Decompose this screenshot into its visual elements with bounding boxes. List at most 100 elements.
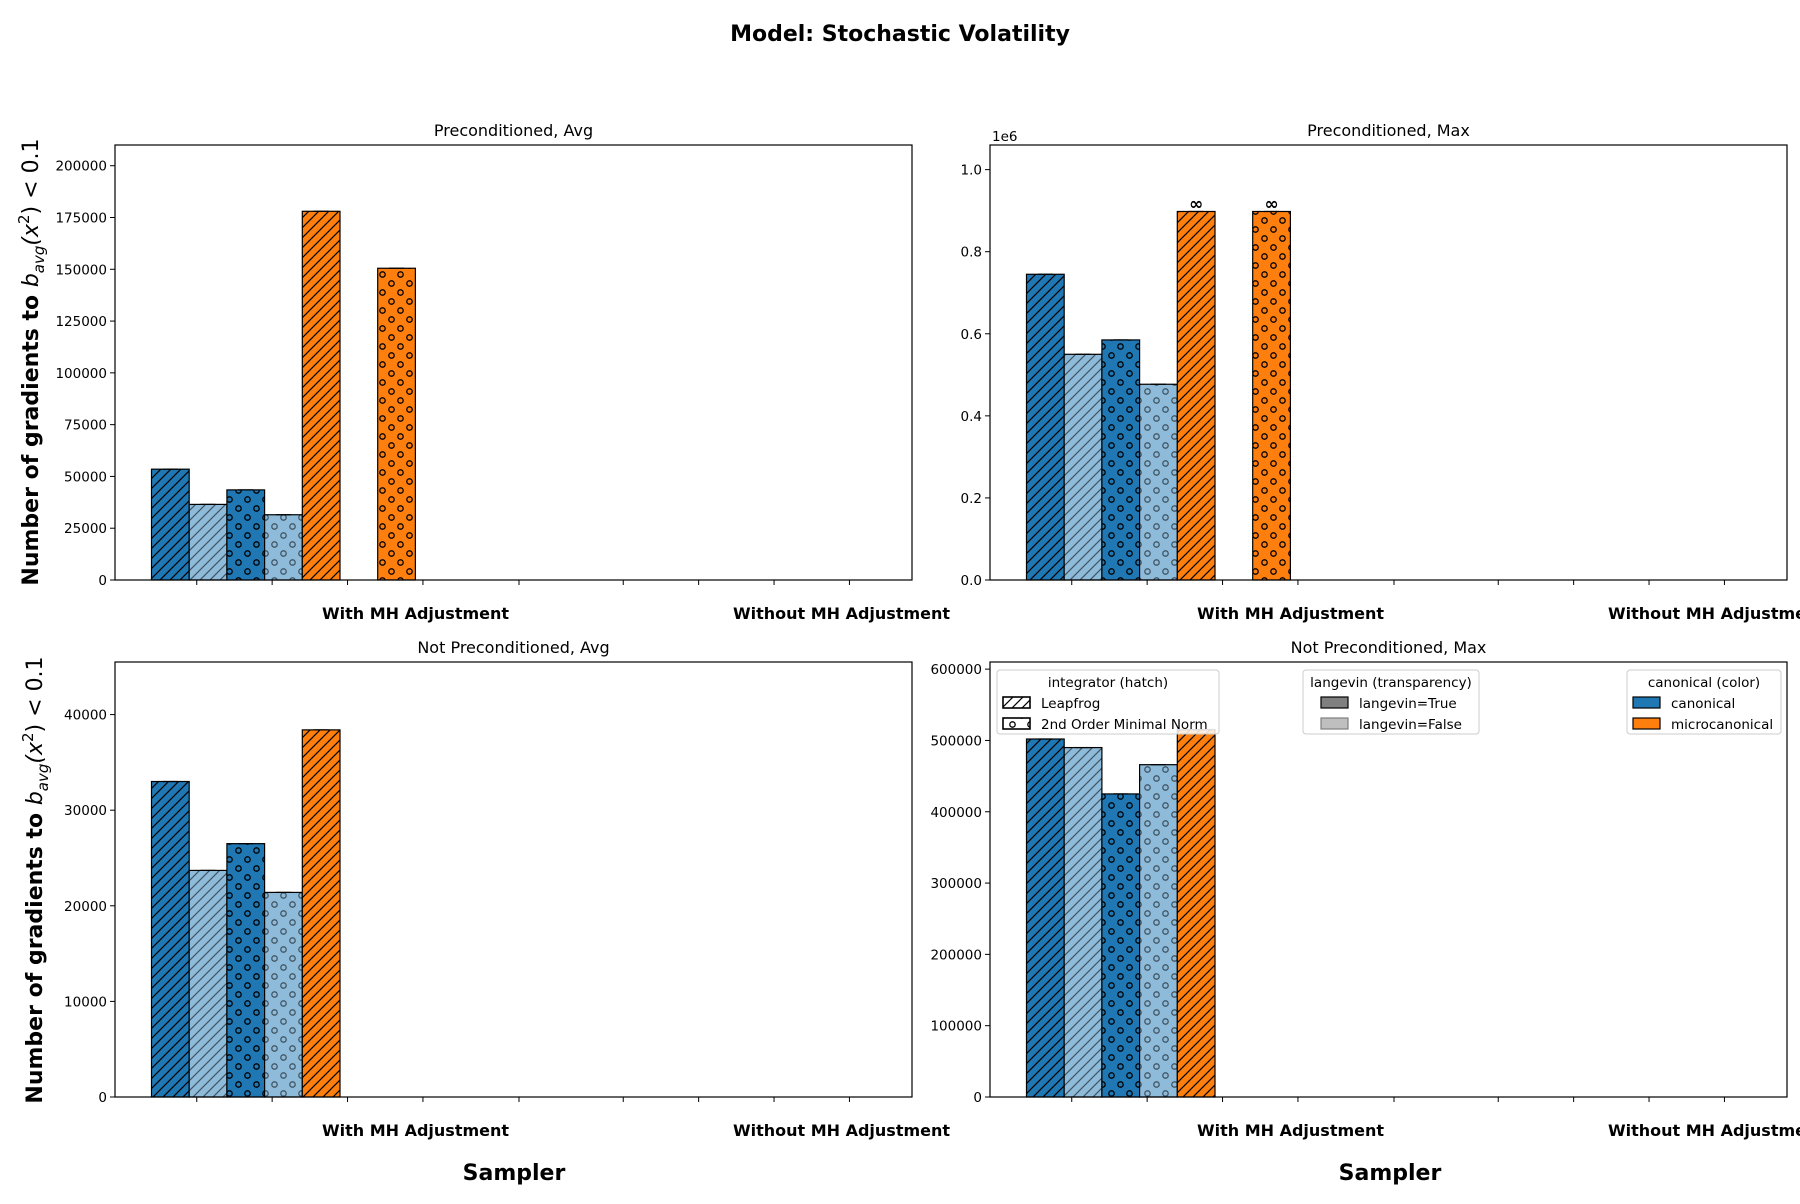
bar bbox=[1063, 353, 1103, 581]
bar bbox=[1176, 210, 1216, 581]
y-tick-label: 1.0 bbox=[961, 163, 982, 179]
legend-title: integrator (hatch) bbox=[1048, 675, 1168, 691]
subplot-title: Not Preconditioned, Avg bbox=[417, 638, 609, 657]
x-category-label: Without MH Adjustment bbox=[733, 1121, 950, 1140]
y-tick-label: 75000 bbox=[64, 418, 107, 434]
y-tick-label: 20000 bbox=[64, 899, 107, 915]
x-category-label: Without MH Adjustment bbox=[733, 604, 950, 623]
legend-entry: canonical bbox=[1671, 696, 1735, 712]
axes-frame bbox=[989, 144, 1788, 581]
bar bbox=[1101, 793, 1141, 1098]
legend-langevin: langevin (transparency) langevin=True lang… bbox=[1302, 669, 1480, 735]
y-tick-label: 300000 bbox=[930, 876, 982, 892]
y-tick-label: 0.4 bbox=[961, 409, 982, 425]
legend-swatch bbox=[1002, 717, 1031, 730]
ylabel-b: b bbox=[19, 273, 44, 287]
bar bbox=[1176, 729, 1216, 1098]
x-category-label: With MH Adjustment bbox=[1197, 604, 1384, 623]
ylabel-sup: 2 bbox=[15, 214, 33, 224]
bar bbox=[301, 729, 341, 1098]
y-tick-label: 200000 bbox=[55, 159, 107, 175]
bar bbox=[1025, 273, 1065, 581]
x-axis-label-right: Sampler bbox=[1339, 1161, 1442, 1186]
ylabel-close: ) < 0.1 bbox=[19, 138, 44, 214]
axis-offset-label: 1e6 bbox=[992, 129, 1017, 145]
subplot-2: Preconditioned, Max 1e6 0.0 0.2 0.4 0.6 0.8 1.0… bbox=[961, 121, 1800, 623]
y-tick-label: 125000 bbox=[55, 314, 107, 330]
legend-canonical: canonical (color) canonical microcanonical bbox=[1626, 669, 1782, 735]
y-tick-label: 0.0 bbox=[961, 573, 982, 589]
y-tick-label: 500000 bbox=[930, 733, 982, 749]
bar bbox=[1025, 738, 1065, 1098]
legend-entry: 2nd Order Minimal Norm bbox=[1041, 717, 1208, 733]
y-tick-label: 175000 bbox=[55, 211, 107, 227]
legend-integrator: integrator (hatch) Leapfrog 2nd Order Mini… bbox=[996, 669, 1220, 735]
ylabel-b: b bbox=[23, 791, 48, 805]
x-category-label: With MH Adjustment bbox=[322, 604, 509, 623]
legend-swatch bbox=[1002, 696, 1031, 709]
x-axis-label-left: Sampler bbox=[463, 1161, 566, 1186]
ylabel-sup: 2 bbox=[19, 732, 37, 742]
bar bbox=[1063, 746, 1103, 1098]
subplot-1: Preconditioned, Avg 0 25000 50000 75000 10000… bbox=[55, 121, 950, 623]
x-category-label: Without MH Adjustment bbox=[1608, 1121, 1800, 1140]
legend-swatch bbox=[1632, 696, 1661, 709]
infinite-mark: ∞ bbox=[1189, 194, 1203, 214]
subplot-4: Not Preconditioned, Max 0 100000 200000 3000… bbox=[930, 638, 1800, 1140]
legend-entry: Leapfrog bbox=[1041, 696, 1100, 712]
y-tick-label: 40000 bbox=[64, 708, 107, 724]
ylabel-text: Number of gradients to bbox=[23, 805, 48, 1103]
bar bbox=[150, 468, 190, 581]
y-tick-label: 30000 bbox=[64, 803, 107, 819]
bar bbox=[264, 891, 303, 1098]
x-category-label: With MH Adjustment bbox=[322, 1121, 509, 1140]
y-tick-label: 600000 bbox=[930, 662, 982, 678]
y-tick-label: 10000 bbox=[64, 994, 107, 1010]
bar bbox=[377, 267, 417, 581]
subplot-3: Not Preconditioned, Avg 0 10000 20000 30000 4… bbox=[64, 638, 950, 1140]
legend-entry: microcanonical bbox=[1671, 717, 1773, 733]
y-tick-label: 50000 bbox=[64, 469, 107, 485]
x-category-label: With MH Adjustment bbox=[1197, 1121, 1384, 1140]
y-tick-label: 25000 bbox=[64, 521, 107, 537]
legend-title: canonical (color) bbox=[1648, 675, 1760, 691]
y-tick-label: 100000 bbox=[55, 366, 107, 382]
y-axis-label-bottom: Number of gradients to bavg(x2) < 0.1 bbox=[19, 656, 52, 1103]
y-tick-label: 0 bbox=[98, 573, 107, 589]
ylabel-open: (x bbox=[23, 741, 48, 764]
y-tick-label: 0.8 bbox=[961, 245, 982, 261]
infinite-mark: ∞ bbox=[1264, 194, 1278, 214]
y-tick-label: 0 bbox=[973, 1090, 982, 1106]
y-axis-label-top: Number of gradients to bavg(x2) < 0.1 bbox=[15, 138, 48, 585]
subplot-grid: Preconditioned, Avg 0 25000 50000 75000 10000… bbox=[55, 121, 1800, 1140]
y-tick-label: 0.6 bbox=[961, 327, 982, 343]
bar bbox=[301, 210, 341, 581]
bar bbox=[264, 514, 303, 581]
ylabel-sub: avg bbox=[30, 246, 48, 274]
legends: integrator (hatch) Leapfrog 2nd Order Mini… bbox=[996, 669, 1782, 735]
bar bbox=[226, 489, 266, 581]
ylabel-open: (x bbox=[19, 223, 44, 246]
legend-swatch bbox=[1320, 696, 1349, 709]
y-tick-label: 100000 bbox=[930, 1019, 982, 1035]
bar bbox=[188, 503, 228, 581]
ylabel-sub: avg bbox=[34, 764, 52, 792]
ylabel-text: Number of gradients to bbox=[19, 287, 44, 585]
bar bbox=[1138, 764, 1178, 1098]
y-tick-label: 0 bbox=[98, 1090, 107, 1106]
legend-swatch bbox=[1632, 717, 1661, 730]
subplot-title: Not Preconditioned, Max bbox=[1291, 638, 1487, 657]
axes-frame bbox=[114, 661, 913, 1098]
legend-entry: langevin=False bbox=[1359, 717, 1462, 733]
bar bbox=[188, 869, 228, 1098]
bar bbox=[1252, 210, 1291, 581]
axes-frame bbox=[989, 661, 1788, 1098]
y-tick-label: 400000 bbox=[930, 805, 982, 821]
legend-swatch bbox=[1320, 717, 1349, 730]
subplot-title: Preconditioned, Max bbox=[1307, 121, 1470, 140]
legend-title: langevin (transparency) bbox=[1310, 675, 1472, 691]
x-category-label: Without MH Adjustment bbox=[1608, 604, 1800, 623]
axes-frame bbox=[114, 144, 913, 581]
